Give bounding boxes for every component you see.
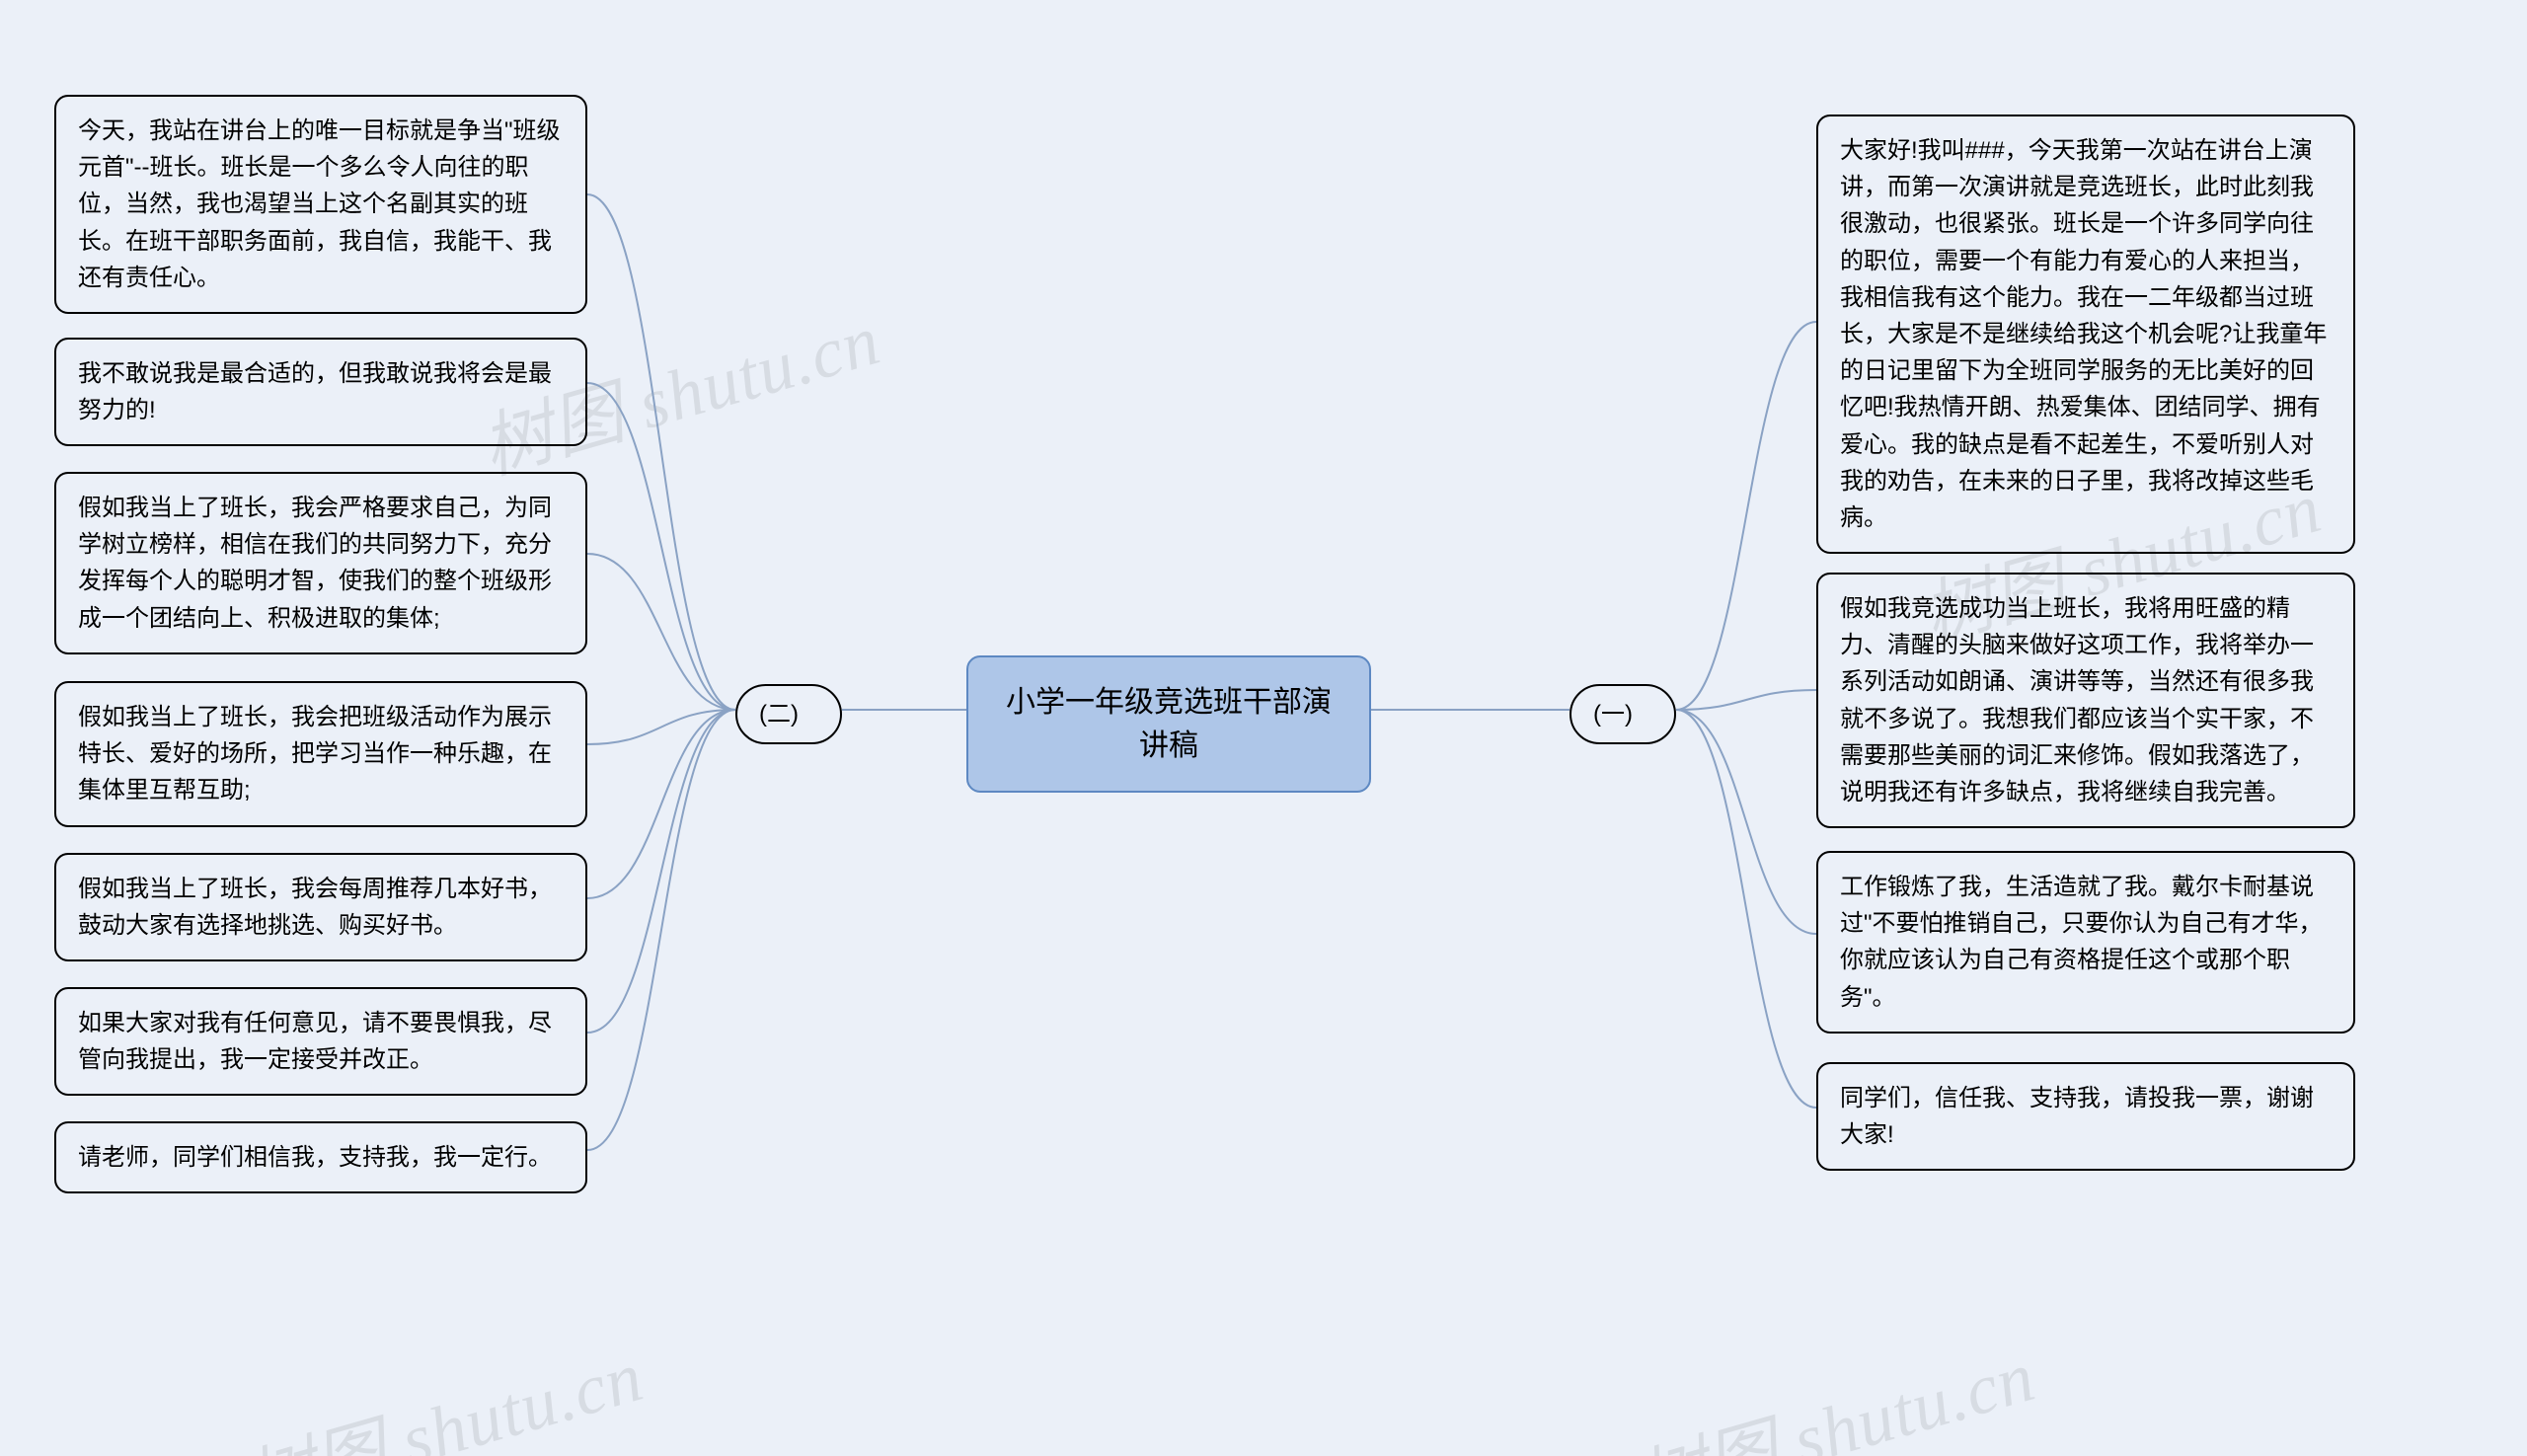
mindmap-canvas: 小学一年级竞选班干部演讲稿 (一) (二) 大家好!我叫###，今天我第一次站在…	[0, 0, 2527, 1456]
leaf-text: 假如我竞选成功当上班长，我将用旺盛的精力、清醒的头脑来做好这项工作，我将举办一系…	[1840, 595, 2314, 805]
leaf-text: 假如我当上了班长，我会每周推荐几本好书，鼓动大家有选择地挑选、购买好书。	[78, 876, 552, 939]
leaf-text: 今天，我站在讲台上的唯一目标就是争当"班级元首"--班长。班长是一个多么令人向往…	[78, 117, 561, 291]
root-node: 小学一年级竞选班干部演讲稿	[966, 655, 1371, 793]
leaf-left-3: 假如我当上了班长，我会把班级活动作为展示特长、爱好的场所，把学习当作一种乐趣，在…	[54, 681, 587, 827]
leaf-right-0: 大家好!我叫###，今天我第一次站在讲台上演讲，而第一次演讲就是竞选班长，此时此…	[1816, 115, 2355, 554]
leaf-left-6: 请老师，同学们相信我，支持我，我一定行。	[54, 1121, 587, 1193]
leaf-left-0: 今天，我站在讲台上的唯一目标就是争当"班级元首"--班长。班长是一个多么令人向往…	[54, 95, 587, 314]
branch-left-label: (二)	[759, 701, 799, 728]
leaf-right-2: 工作锻炼了我，生活造就了我。戴尔卡耐基说过"不要怕推销自己，只要你认为自己有才华…	[1816, 851, 2355, 1034]
leaf-left-2: 假如我当上了班长，我会严格要求自己，为同学树立榜样，相信在我们的共同努力下，充分…	[54, 472, 587, 654]
leaf-text: 大家好!我叫###，今天我第一次站在讲台上演讲，而第一次演讲就是竞选班长，此时此…	[1840, 137, 2327, 531]
leaf-text: 同学们，信任我、支持我，请投我一票，谢谢大家!	[1840, 1085, 2314, 1148]
leaf-text: 如果大家对我有任何意见，请不要畏惧我，尽管向我提出，我一定接受并改正。	[78, 1010, 552, 1073]
leaf-text: 假如我当上了班长，我会严格要求自己，为同学树立榜样，相信在我们的共同努力下，充分…	[78, 495, 552, 632]
leaf-text: 假如我当上了班长，我会把班级活动作为展示特长、爱好的场所，把学习当作一种乐趣，在…	[78, 704, 552, 804]
root-label: 小学一年级竞选班干部演讲稿	[1006, 686, 1332, 762]
branch-right-label: (一)	[1593, 701, 1633, 728]
leaf-text: 工作锻炼了我，生活造就了我。戴尔卡耐基说过"不要怕推销自己，只要你认为自己有才华…	[1840, 874, 2323, 1011]
branch-right: (一)	[1570, 684, 1676, 744]
leaf-text: 我不敢说我是最合适的，但我敢说我将会是最努力的!	[78, 360, 552, 423]
leaf-right-1: 假如我竞选成功当上班长，我将用旺盛的精力、清醒的头脑来做好这项工作，我将举办一系…	[1816, 573, 2355, 828]
leaf-left-1: 我不敢说我是最合适的，但我敢说我将会是最努力的!	[54, 338, 587, 446]
leaf-left-4: 假如我当上了班长，我会每周推荐几本好书，鼓动大家有选择地挑选、购买好书。	[54, 853, 587, 961]
leaf-left-5: 如果大家对我有任何意见，请不要畏惧我，尽管向我提出，我一定接受并改正。	[54, 987, 587, 1096]
leaf-right-3: 同学们，信任我、支持我，请投我一票，谢谢大家!	[1816, 1062, 2355, 1171]
branch-left: (二)	[735, 684, 842, 744]
leaf-text: 请老师，同学们相信我，支持我，我一定行。	[78, 1144, 552, 1171]
